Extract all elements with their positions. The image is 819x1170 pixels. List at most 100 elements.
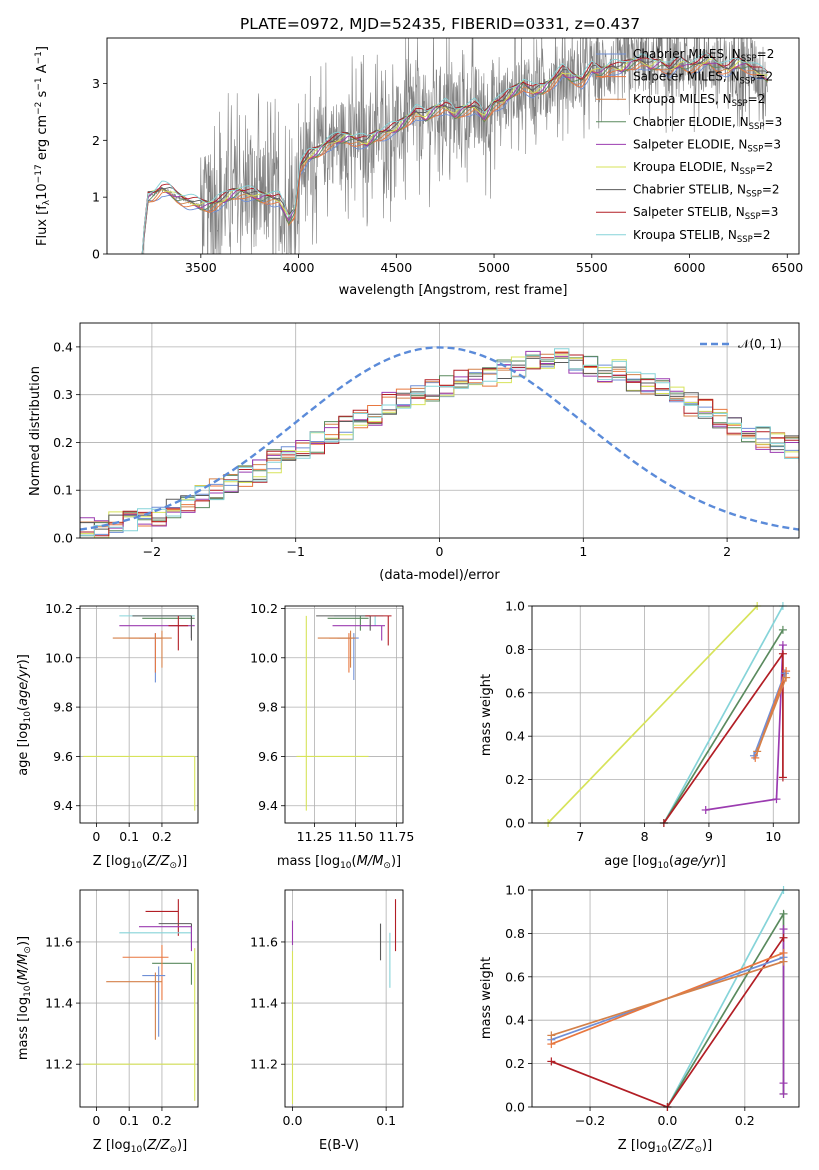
mass_weight_vs_Z-axes: −0.2 0.0 0.2 0.0 0.2 0.4 0.6 0.8 1.0 Z [log10(Z/Z… [479,883,800,1155]
label-part: )] [16,936,31,946]
label-part: log [320,854,340,869]
label-part: mass [ [16,1017,31,1060]
x-tick-label: 8 [641,829,649,844]
y-axis-label: mass [log10(M/M⊙)] [16,936,33,1060]
spectrum-plot-area [141,38,769,254]
y-tick-label: 0.2 [505,1056,525,1071]
model-line-kroupa-elodie [141,58,768,254]
y-tick-label: 0.2 [53,435,73,450]
label-part: ⊙ [23,946,33,954]
normal-curve [80,346,799,531]
x-tick-label: 0.1 [119,829,139,844]
label-part: 10 [23,985,33,997]
mass-weight-line [663,651,784,823]
y-tick-label: 11.6 [45,934,73,949]
mass-weight-line [756,677,787,752]
label-part: s [35,90,50,101]
legend-label: Chabrier STELIB, NSSP=2 [633,183,780,200]
y-tick-label: 1.0 [505,883,525,898]
x-tick-label: 11.25 [297,829,333,844]
x-tick-label: 0.0 [657,1113,677,1128]
y-tick-label: 11.6 [250,934,278,949]
x-tick-label: −2 [143,544,161,559]
label-part: log [111,1138,131,1153]
x-axis-label: E(B-V) [319,1138,359,1153]
legend-label: Salpeter ELODIE, NSSP=3 [633,137,781,154]
label-part: 10 [35,183,50,200]
label-part: )] [16,654,31,664]
legend-label-tail: =2 [755,70,773,84]
label-part: ( [142,854,147,869]
label-part: age/yr [16,663,31,706]
x-tick-label: 7 [576,829,584,844]
mass-weight-line [663,629,784,823]
label-part: age/yr [674,854,717,869]
y-axis-label: mass weight [479,674,494,756]
y-tick-label: 9.8 [258,700,278,715]
x-tick-label: 0.2 [152,1113,172,1128]
y-tick-label: 0.0 [505,816,525,831]
x-tick-label: 6000 [674,260,706,275]
label-part: 10 [657,861,669,871]
legend-label: Kroupa ELODIE, NSSP=2 [633,160,773,177]
y-tick-label: 10.0 [250,650,278,665]
axes-frame [531,605,800,824]
label-part: ⊙ [169,861,177,871]
legend-label: Salpeter STELIB, NSSP=3 [633,205,778,222]
y-tick-label: 3 [92,76,100,91]
legend-label-sub: SSP [746,190,762,200]
legend-label-sub: SSP [745,212,761,222]
label-part: )] [702,1138,712,1153]
label-part: Z [ [618,1138,636,1153]
label-part: −17 [34,164,44,183]
age_vs_mass-plot-area [296,615,392,811]
x-tick-label: 6500 [771,260,803,275]
y-tick-label: 1 [92,190,100,205]
x-axis-label: wavelength [Angstrom, rest frame] [339,283,568,298]
legend-label-main: Kroupa MILES, N [633,92,732,106]
y-tick-label: 0.8 [505,642,525,657]
model-line-salpeter-stelib [141,53,769,254]
y-axis-label: Normed distribution [28,366,43,496]
legend-label-tail: =3 [765,115,783,129]
y-axis-label: mass weight [479,957,494,1039]
mass_vs_EBV-plot-area [291,899,397,1104]
legend-label-sub: SSP [741,54,757,64]
legend-label: Kroupa STELIB, NSSP=2 [633,228,771,245]
label-part: )] [391,854,401,869]
axes-frame [284,889,404,1108]
x-axis-label: Z [log10(Z/Z⊙)] [93,854,187,871]
x-tick-label: 3500 [185,260,217,275]
y-tick-label: 9.4 [53,798,73,813]
label-part: ( [352,854,357,869]
label-part: M/M [16,954,31,981]
label-part: λ [42,199,52,205]
label-part: 10 [340,861,352,871]
legend-label-tail: =3 [763,137,781,151]
y-tick-label: 0.6 [505,969,525,984]
axes-frame [284,605,404,824]
y-axis-label: age [log10(age/yr)] [16,654,33,776]
normal-legend-label: 𝒩(0, 1) [738,337,782,351]
model-line-kroupa-stelib [141,53,769,254]
label-part: 10 [23,711,33,723]
label-part: ( [16,706,31,711]
legend-label-main: Chabrier ELODIE, N [633,115,749,129]
label-part: 10 [131,1145,143,1155]
y-tick-label: 0.2 [505,772,525,787]
legend-label-main: Kroupa ELODIE, N [633,160,740,174]
x-axis-label: Z [log10(Z/Z⊙)] [93,1138,187,1155]
x-axis-label: Z [log10(Z/Z⊙)] [618,1138,712,1155]
x-tick-label: 0.2 [735,1113,755,1128]
residuals-plot-area [80,346,799,538]
mass-weight-line [666,910,785,1107]
mass_weight_vs_age-plot-area [547,606,787,823]
axes-frame [531,889,800,1108]
label-part: M/M [357,854,384,869]
x-tick-label: −1 [286,544,304,559]
x-tick-label: 11.75 [379,829,415,844]
hist-step-4 [80,350,799,538]
legend-label-main: Salpeter ELODIE, N [633,137,747,151]
age_vs_mass-axes: 11.25 11.50 11.75 9.4 9.6 9.8 10.0 10.2 mass [lo… [250,601,414,871]
